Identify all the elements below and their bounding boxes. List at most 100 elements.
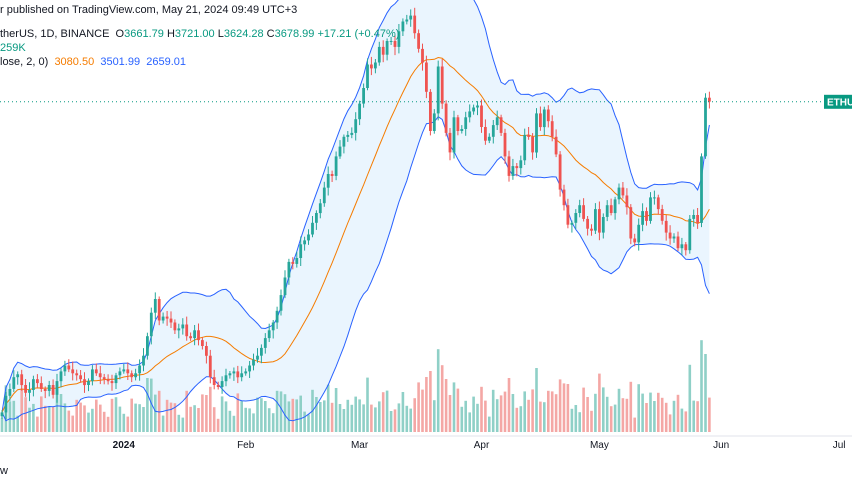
volume-bar	[629, 381, 633, 432]
volume-bar	[456, 388, 460, 432]
candle-body	[696, 215, 699, 223]
candle-body	[134, 373, 137, 378]
volume-bar	[637, 384, 640, 432]
volume-bar	[32, 403, 35, 432]
volume-bar	[106, 416, 110, 432]
candle-body	[421, 48, 424, 63]
candle-body	[460, 129, 464, 131]
candle-body	[605, 205, 609, 217]
volume-bar	[20, 388, 23, 432]
high-value: 3721.00	[174, 28, 215, 40]
volume-bar	[55, 384, 59, 432]
candle-body	[649, 197, 652, 221]
volume-bar	[464, 400, 467, 432]
candle-body	[405, 19, 409, 22]
volume-bar	[271, 413, 275, 432]
candle-body	[20, 374, 24, 386]
volume-bar	[165, 399, 169, 432]
volume-bar	[346, 399, 350, 432]
volume-bar	[307, 414, 310, 432]
candle-body	[656, 197, 660, 210]
candle-body	[499, 117, 503, 133]
candle-body	[637, 224, 641, 243]
volume-bar	[95, 399, 98, 432]
volume-bar	[334, 388, 338, 432]
volume-bar	[67, 410, 71, 432]
volume-bar	[696, 401, 699, 432]
candle-body	[94, 369, 98, 374]
volume-bar	[547, 390, 550, 432]
volume-bar	[118, 406, 122, 432]
volume-bar	[440, 365, 444, 432]
candle-body	[98, 373, 102, 378]
candles	[0, 7, 711, 420]
volume-legend: 259K	[0, 42, 26, 54]
candle-body	[232, 371, 236, 374]
volume-bar	[397, 403, 401, 432]
candle-body	[0, 412, 4, 417]
candle-body	[165, 316, 169, 319]
volume-bar	[366, 377, 369, 432]
candle-body	[401, 21, 405, 32]
volume-bar	[421, 389, 424, 432]
candle-body	[550, 121, 554, 137]
candle-body	[311, 222, 314, 235]
volume-bar	[193, 405, 196, 432]
volume-bar	[625, 398, 629, 432]
candle-body	[122, 369, 126, 372]
ohlc-legend: therUS, 1D, BINANCE O3661.79 H3721.00 L3…	[0, 28, 400, 40]
bb-lower-value: 2659.01	[146, 56, 186, 68]
axis-tick-label: 2024	[113, 440, 136, 451]
candle-body	[413, 15, 417, 34]
volume-bar	[413, 398, 416, 432]
volume-bar	[256, 397, 259, 432]
candle-body	[700, 156, 703, 223]
candle-body	[118, 371, 122, 376]
volume-bar	[267, 408, 271, 432]
volume-bar	[303, 411, 306, 432]
volume-bar	[232, 415, 236, 432]
volume-bar	[16, 415, 19, 432]
volume-bar	[224, 401, 228, 432]
volume-bar	[480, 386, 483, 432]
candle-body	[315, 213, 318, 223]
volume-bar	[169, 402, 173, 432]
candle-body	[173, 322, 177, 331]
candle-body	[511, 166, 515, 176]
candle-body	[279, 295, 283, 311]
volume-bar	[503, 391, 507, 432]
volume-bar	[142, 407, 145, 432]
candle-body	[252, 359, 255, 366]
volume-bar	[83, 405, 86, 432]
candle-body	[495, 117, 499, 126]
candle-body	[330, 174, 334, 176]
bollinger-label: lose, 2, 0)	[0, 56, 49, 68]
volume-bar	[59, 394, 63, 432]
candle-body	[256, 355, 259, 360]
candle-body	[275, 310, 279, 323]
volume-bar	[527, 399, 530, 432]
candle-body	[149, 312, 153, 337]
candle-body	[110, 381, 114, 384]
volume-bar	[515, 407, 519, 432]
volume-bar	[692, 400, 695, 432]
bb-upper-value: 3501.99	[100, 56, 141, 68]
candle-body	[578, 205, 582, 213]
volume-bar	[594, 393, 597, 432]
volume-bar	[425, 377, 428, 432]
candle-body	[535, 113, 538, 153]
volume-bar	[177, 414, 181, 432]
volume-bar	[641, 393, 644, 432]
volume-bar	[260, 398, 263, 432]
candle-body	[169, 318, 173, 323]
volume-bar	[79, 402, 82, 432]
volume-bar	[350, 404, 354, 432]
candle-body	[51, 385, 55, 395]
candle-body	[338, 146, 342, 157]
volume-bar	[102, 411, 106, 432]
volume-bar	[385, 390, 389, 432]
candle-body	[197, 330, 200, 341]
candle-body	[240, 373, 244, 378]
price-tag-label: ETHU	[827, 97, 852, 108]
